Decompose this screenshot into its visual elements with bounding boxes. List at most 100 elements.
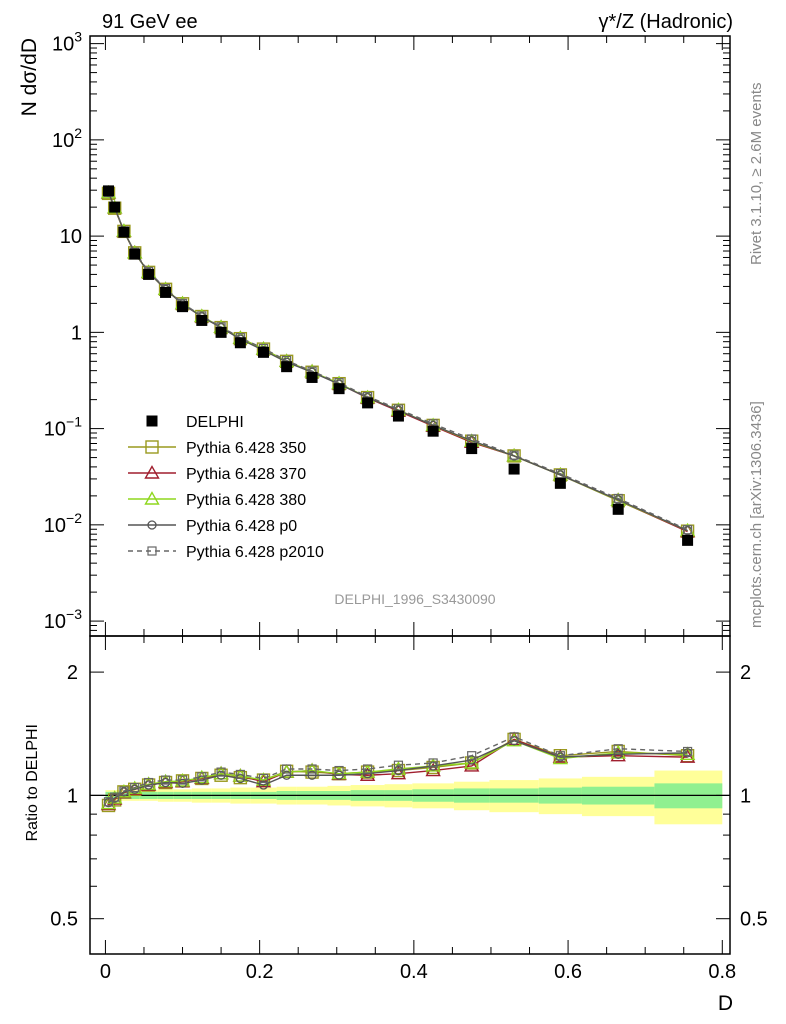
point-data <box>177 301 189 313</box>
x-tick-label: 0 <box>100 961 111 983</box>
main-y-tick-exp: −3 <box>66 606 82 622</box>
ratio-point-p2010 <box>334 765 344 776</box>
main-y-tick-base: 10 <box>44 515 66 537</box>
ratio-point-p2010 <box>235 769 245 780</box>
legend-marker-p370 <box>144 465 160 479</box>
ratio-y-tick-label: 1 <box>67 785 78 807</box>
ratio-point-p0 <box>281 770 292 780</box>
x-tick-label: 0.2 <box>246 961 274 983</box>
ratio-point-p2010 <box>258 773 269 784</box>
point-p2010 <box>509 450 519 460</box>
ratio-line-p2010 <box>108 736 688 803</box>
point-data <box>109 201 121 213</box>
point-data <box>306 371 318 383</box>
legend-label-p380: Pythia 6.428 380 <box>186 492 306 509</box>
point-data <box>160 286 172 298</box>
ratio-point-p2010 <box>362 764 373 774</box>
point-p2010 <box>682 525 693 535</box>
ratio-point-p0 <box>362 769 373 779</box>
point-data <box>129 248 141 260</box>
main-y-tick-label: 103 <box>52 29 82 56</box>
ratio-y-tick-label-right: 0.5 <box>740 909 768 931</box>
legend-marker-data <box>146 415 158 427</box>
ratio-line-p0 <box>108 739 688 804</box>
x-axis-label: D <box>718 992 733 1015</box>
x-tick-label: 0.6 <box>554 961 582 983</box>
point-p2010 <box>467 434 477 444</box>
point-data <box>215 326 227 338</box>
ratio-line-p380 <box>108 739 688 805</box>
legend-label-p350: Pythia 6.428 350 <box>186 440 306 457</box>
main-series-group <box>100 184 696 546</box>
main-y-tick-label: 10−3 <box>44 606 82 633</box>
main-y-tick-label: 102 <box>52 125 82 152</box>
main-y-tick-exp: 3 <box>74 29 82 45</box>
legend-label-data: DELPHI <box>186 414 244 431</box>
point-data <box>196 314 208 326</box>
ratio-point-p0 <box>334 770 344 780</box>
x-tick-label: 0.8 <box>708 961 736 983</box>
x-tick-label: 0.4 <box>400 961 428 983</box>
main-y-tick-label: 10−1 <box>44 414 82 441</box>
ratio-series-group <box>100 731 696 813</box>
point-data <box>143 268 155 280</box>
ratio-point-p2010 <box>393 760 404 770</box>
point-p2010 <box>613 493 623 504</box>
ratio-y-tick-label-right: 2 <box>740 662 751 684</box>
point-data <box>554 477 566 489</box>
ratio-point-p2010 <box>160 775 171 785</box>
legend: DELPHI Pythia 6.428 350 Pythia 6.428 370 Py… <box>128 414 324 561</box>
legend-marker-p2010 <box>147 546 157 556</box>
point-data <box>508 463 520 475</box>
ratio-point-p2010 <box>307 764 317 774</box>
ratio-point-p2010 <box>509 732 519 742</box>
ratio-point-p2010 <box>428 758 438 768</box>
ratio-point-p0 <box>307 770 317 780</box>
point-data <box>257 346 269 358</box>
ratio-point-p380 <box>278 764 295 778</box>
legend-marker-p350 <box>145 440 159 454</box>
main-y-tick-base: 10 <box>44 611 66 633</box>
series-line-p2010 <box>107 192 688 531</box>
point-data <box>392 410 404 422</box>
ratio-point-p2010 <box>282 764 292 774</box>
ratio-point-p2010 <box>197 772 207 782</box>
main-y-tick-label: 1 <box>71 322 82 344</box>
point-data <box>427 425 439 437</box>
point-data <box>103 185 115 197</box>
analysis-watermark: DELPHI_1996_S3430090 <box>334 591 495 607</box>
point-data <box>466 443 478 455</box>
ratio-point-p2010 <box>130 782 140 793</box>
ratio-point-p370 <box>255 773 272 788</box>
point-data <box>234 337 246 349</box>
main-y-tick-label: 10−2 <box>44 510 82 537</box>
ratio-point-p2010 <box>110 792 120 802</box>
legend-marker-p380 <box>144 491 160 505</box>
ratio-point-p2010 <box>177 775 188 785</box>
main-y-tick-label: 10 <box>60 226 82 248</box>
ratio-point-p2010 <box>144 777 154 788</box>
main-y-tick-base: 10 <box>52 34 74 56</box>
ratio-point-p2010 <box>467 751 477 761</box>
ratio-y-tick-label: 0.5 <box>50 909 78 931</box>
ratio-point-p2010 <box>555 751 565 761</box>
rivet-label: Rivet 3.1.10, ≥ 2.6M events <box>748 83 765 266</box>
main-y-tick-exp: −1 <box>66 414 82 430</box>
ratio-point-p370 <box>679 749 696 763</box>
ratio-point-p0 <box>258 780 269 790</box>
header-right-title: γ*/Z (Hadronic) <box>599 11 733 33</box>
point-data <box>333 383 345 395</box>
ratio-point-p370 <box>463 758 480 772</box>
legend-label-p2010: Pythia 6.428 p2010 <box>186 544 324 561</box>
main-y-tick-base: 10 <box>44 419 66 441</box>
ratio-point-p2010 <box>119 786 129 796</box>
point-p2010 <box>555 469 565 479</box>
point-data <box>362 397 374 409</box>
ratio-point-p2010 <box>613 744 623 754</box>
main-y-tick-base: 10 <box>52 130 74 152</box>
point-data <box>281 361 293 373</box>
header-left-title: 91 GeV ee <box>102 11 198 33</box>
series-line-p0 <box>107 192 688 532</box>
